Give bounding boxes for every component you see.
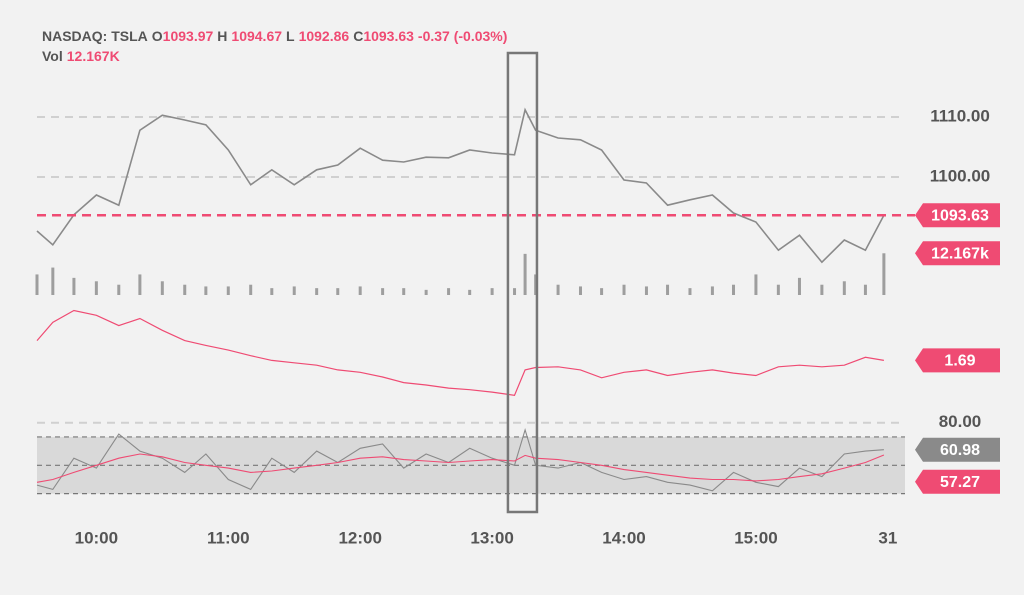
volume-bar: [863, 284, 867, 295]
high-label: H: [217, 28, 227, 44]
volume-bar: [358, 286, 362, 295]
volume-bar: [644, 286, 648, 295]
x-tick-label: 15:00: [734, 528, 777, 547]
price-line: [36, 107, 885, 264]
volume-bar: [402, 288, 406, 295]
volume-bar: [490, 288, 494, 295]
volume-bar: [249, 284, 253, 295]
marks-layer: [35, 107, 886, 492]
volume-bar: [688, 288, 692, 295]
volume-label: Vol: [42, 48, 63, 64]
volume-bar: [183, 284, 187, 295]
volume-bar: [732, 284, 736, 295]
volume-bar: [336, 288, 340, 295]
header-quote: NASDAQ: TSLA O1093.97 H 1094.67 L 1092.86 C109…: [42, 28, 507, 44]
oscillator-line: [36, 453, 885, 483]
value-flag: [915, 203, 1000, 228]
background-layer: 1110.00 1100.00 80.00 10:00 11:00 12:00 13:00 1…: [37, 107, 991, 547]
volume-bar: [160, 281, 164, 295]
volume-bar: [513, 288, 517, 295]
value-flag: [915, 469, 1000, 494]
value-flag: [915, 241, 1000, 266]
volume-bar: [523, 253, 527, 295]
open-value: 1093.97: [163, 28, 214, 44]
volume-bar: [842, 281, 846, 295]
volume-bar: [51, 267, 55, 295]
volume-bar: [468, 289, 472, 295]
low-label: L: [286, 28, 295, 44]
open-label: O: [152, 28, 163, 44]
y-tick-label: 1100.00: [930, 166, 991, 185]
value-flag-label: 60.98: [940, 442, 980, 459]
x-tick-label: 12:00: [338, 528, 381, 547]
volume-bar: [754, 274, 758, 295]
oscillator-line: [36, 427, 884, 492]
close-label: C: [353, 28, 363, 44]
volume-bar: [292, 286, 296, 295]
high-value: 1094.67: [231, 28, 282, 44]
volume-bar: [424, 289, 428, 295]
overlay-layer: 1093.63 12.167k 1.69 60.98 57.27: [37, 51, 1000, 514]
volume-bar: [381, 288, 385, 295]
volume-bar: [600, 288, 604, 295]
volume-bar: [270, 288, 274, 295]
value-flag: [915, 437, 1000, 462]
volume-bar: [94, 281, 98, 295]
close-value: 1093.63: [363, 28, 414, 44]
low-value: 1092.86: [299, 28, 350, 44]
indicator-line: [36, 309, 884, 396]
volume-bar: [556, 284, 560, 295]
volume-bar: [820, 284, 824, 295]
volume-bar: [578, 286, 582, 295]
y-tick-label: 80.00: [939, 412, 982, 431]
y-tick-label: 1110.00: [930, 107, 990, 126]
volume-bar: [204, 286, 208, 295]
symbol: NASDAQ: TSLA: [42, 28, 148, 44]
volume-bar: [315, 288, 319, 295]
volume-bar: [534, 274, 538, 295]
highlight-box: [506, 51, 539, 514]
volume-bar: [447, 288, 451, 295]
volume-bar: [35, 274, 39, 295]
x-tick-label: 14:00: [602, 528, 645, 547]
volume-bar: [776, 284, 780, 295]
value-flag: [915, 348, 1000, 373]
x-tick-label: 13:00: [470, 528, 513, 547]
x-tick-label: 11:00: [207, 528, 250, 547]
value-flag-label: 57.27: [940, 474, 980, 491]
header-volume: Vol 12.167K: [42, 48, 120, 64]
volume-bar: [226, 286, 230, 295]
x-tick-label: 31: [878, 528, 897, 547]
volume-bar: [117, 284, 121, 295]
value-flag-label: 1093.63: [931, 207, 989, 224]
x-tick-label: 10:00: [75, 528, 118, 547]
volume-bar: [797, 277, 801, 295]
volume-bar: [138, 274, 142, 295]
volume-value: 12.167K: [67, 48, 120, 64]
volume-bar: [710, 286, 714, 295]
change-value: -0.37 (-0.03%): [418, 28, 507, 44]
volume-bar: [72, 277, 76, 295]
volume-bar: [622, 284, 626, 295]
value-flag-label: 12.167k: [931, 246, 989, 263]
value-flag-label: 1.69: [944, 353, 975, 370]
volume-bar: [666, 284, 670, 295]
volume-bar: [882, 253, 886, 295]
